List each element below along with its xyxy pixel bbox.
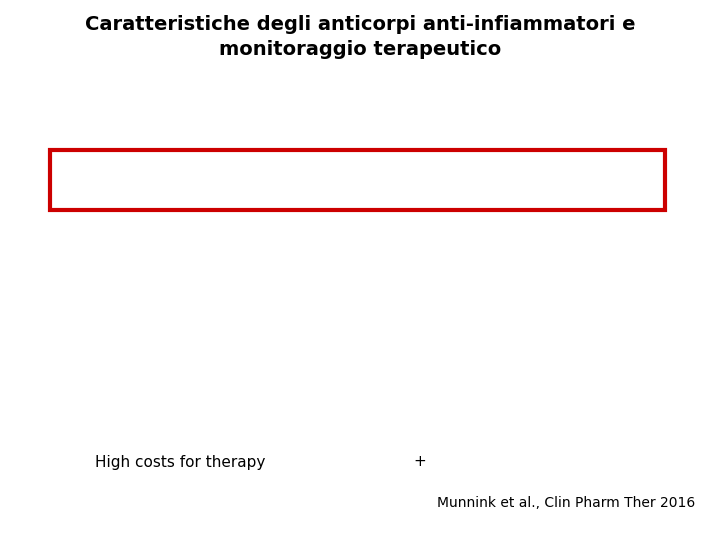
Text: +: + [413,455,426,469]
Bar [50,150,665,210]
Text: Munnink et al., Clin Pharm Ther 2016: Munnink et al., Clin Pharm Ther 2016 [437,496,695,510]
Text: Caratteristiche degli anticorpi anti-infiammatori e
monitoraggio terapeutico: Caratteristiche degli anticorpi anti-inf… [85,15,635,59]
Text: High costs for therapy: High costs for therapy [95,455,266,469]
